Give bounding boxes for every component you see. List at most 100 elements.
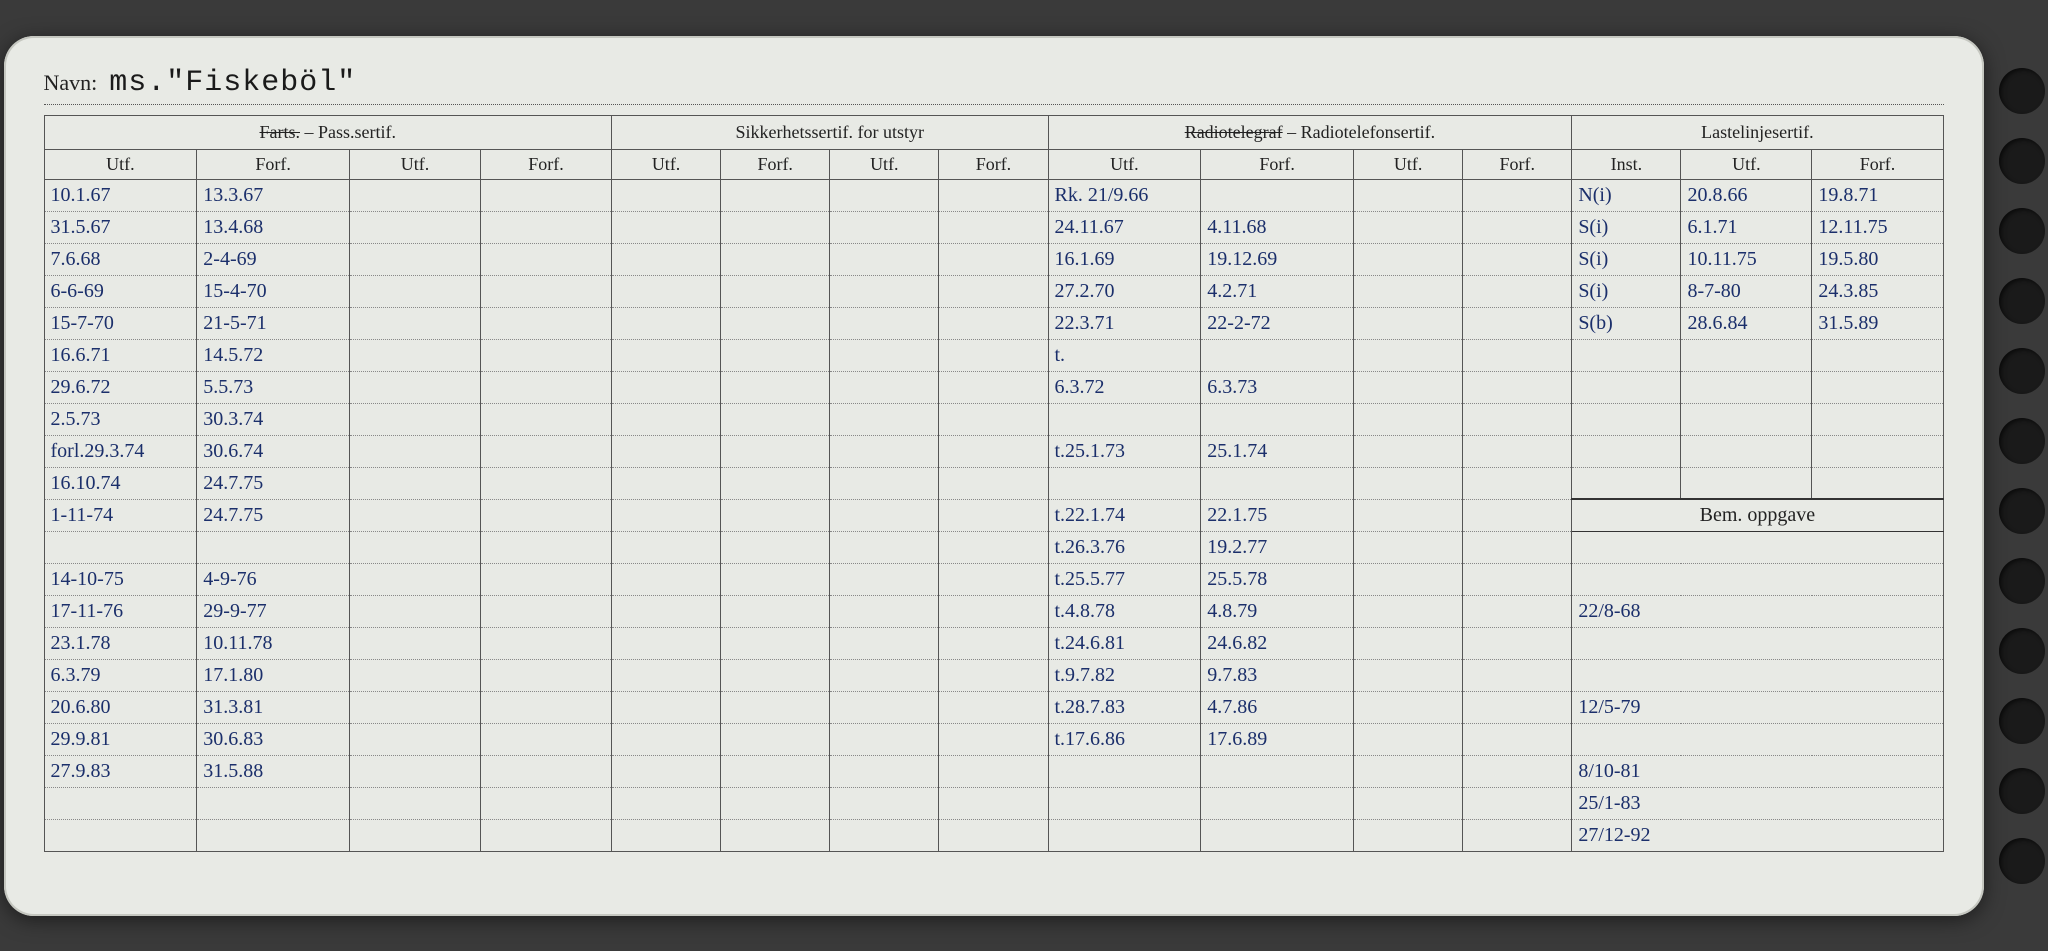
cell: S(i) (1572, 211, 1681, 243)
cell (1201, 179, 1354, 211)
cell (1354, 659, 1463, 691)
cell (350, 627, 481, 659)
cell: 19.8.71 (1812, 179, 1943, 211)
cell (1572, 339, 1681, 371)
col-utf: Utf. (1354, 149, 1463, 179)
cell (44, 819, 197, 851)
table-row: 16.10.7424.7.75 (44, 467, 1943, 499)
table-header: Farts. – Pass.sertif. Sikkerhetssertif. … (44, 115, 1943, 179)
cell (1354, 467, 1463, 499)
cell (350, 499, 481, 531)
cell (1463, 403, 1572, 435)
group-header-radio: Radiotelegraf – Radiotelefonsertif. (1048, 115, 1572, 149)
col-utf: Utf. (44, 149, 197, 179)
hole-icon (1999, 348, 2045, 394)
cell (721, 403, 830, 435)
table-row: 10.1.6713.3.67Rk. 21/9.66N(i)20.8.6619.8… (44, 179, 1943, 211)
cell: 14.5.72 (197, 339, 350, 371)
cell (481, 691, 612, 723)
cell (939, 499, 1048, 531)
cell (350, 307, 481, 339)
bem-cell: 12/5-79 (1572, 691, 1943, 723)
cell (612, 819, 721, 851)
col-inst: Inst. (1572, 149, 1681, 179)
col-utf: Utf. (612, 149, 721, 179)
cell (481, 723, 612, 755)
cell: 10.11.75 (1681, 243, 1812, 275)
cell (481, 595, 612, 627)
cell (830, 211, 939, 243)
bem-cell (1572, 531, 1943, 563)
col-forf: Forf. (721, 149, 830, 179)
cell (481, 531, 612, 563)
cell (1201, 339, 1354, 371)
cell (830, 723, 939, 755)
cell: 13.4.68 (197, 211, 350, 243)
cell: 20.8.66 (1681, 179, 1812, 211)
cell (721, 787, 830, 819)
cell (1463, 819, 1572, 851)
cell: 16.1.69 (1048, 243, 1201, 275)
cell (1812, 467, 1943, 499)
cell (612, 787, 721, 819)
table-row: 17-11-7629-9-77t.4.8.784.8.7922/8-68 (44, 595, 1943, 627)
cell (612, 531, 721, 563)
bem-cell: Bem. oppgave (1572, 499, 1943, 531)
cell (350, 179, 481, 211)
cell (721, 755, 830, 787)
cell (721, 627, 830, 659)
cell (939, 531, 1048, 563)
cell: 6.3.79 (44, 659, 197, 691)
hole-icon (1999, 278, 2045, 324)
cell (1354, 531, 1463, 563)
cell: 29-9-77 (197, 595, 350, 627)
cell: 16.6.71 (44, 339, 197, 371)
cell: 10.11.78 (197, 627, 350, 659)
cell (1354, 243, 1463, 275)
cell: 10.1.67 (44, 179, 197, 211)
cell (612, 499, 721, 531)
cell (721, 595, 830, 627)
cell (1463, 691, 1572, 723)
cell: t.26.3.76 (1048, 531, 1201, 563)
table-row: 15-7-7021-5-7122.3.7122-2-72S(b)28.6.843… (44, 307, 1943, 339)
cell (1463, 659, 1572, 691)
cell (721, 307, 830, 339)
cell: 7.6.68 (44, 243, 197, 275)
cell (939, 211, 1048, 243)
cell (1572, 403, 1681, 435)
cell (1354, 275, 1463, 307)
cell (612, 723, 721, 755)
cell: 12.11.75 (1812, 211, 1943, 243)
cell: 4-9-76 (197, 563, 350, 595)
cell: 22.3.71 (1048, 307, 1201, 339)
cell: 4.2.71 (1201, 275, 1354, 307)
cell (1463, 435, 1572, 467)
cell (1048, 787, 1201, 819)
col-utf: Utf. (350, 149, 481, 179)
cell (939, 627, 1048, 659)
cell (939, 595, 1048, 627)
cell (1354, 723, 1463, 755)
cell (350, 243, 481, 275)
cell (830, 659, 939, 691)
col-utf: Utf. (1048, 149, 1201, 179)
cell (612, 403, 721, 435)
cell (830, 819, 939, 851)
cell: 29.9.81 (44, 723, 197, 755)
cell: 31.3.81 (197, 691, 350, 723)
cell: 9.7.83 (1201, 659, 1354, 691)
cell: 15-7-70 (44, 307, 197, 339)
cell: 24.3.85 (1812, 275, 1943, 307)
cell (721, 179, 830, 211)
cell (721, 723, 830, 755)
cell: t.25.1.73 (1048, 435, 1201, 467)
cell (1463, 755, 1572, 787)
cell (481, 755, 612, 787)
cell (1572, 467, 1681, 499)
cell (1463, 563, 1572, 595)
cell: 4.7.86 (1201, 691, 1354, 723)
cell (830, 467, 939, 499)
cell (350, 691, 481, 723)
cell: 1-11-74 (44, 499, 197, 531)
